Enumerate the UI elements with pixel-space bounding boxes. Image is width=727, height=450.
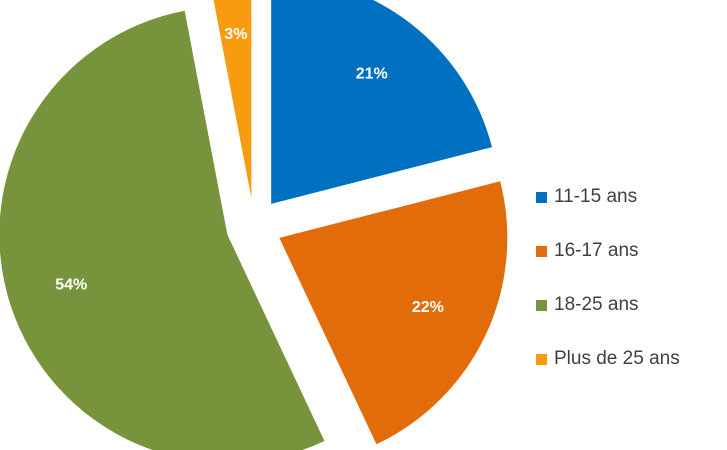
chart-legend: 11-15 ans 16-17 ans 18-25 ans Plus de 25… [536, 170, 727, 386]
legend-swatch-16-17 [536, 245, 547, 257]
data-label-18-25: 54% [55, 277, 87, 294]
legend-item-18-25: 18-25 ans [536, 278, 727, 332]
legend-label-plus-25: Plus de 25 ans [554, 348, 680, 369]
pie-slice-11-15 [271, 0, 492, 204]
legend-item-16-17: 16-17 ans [536, 224, 727, 278]
data-label-plus-25: 3% [224, 26, 247, 43]
pie-slice-18-25 [0, 10, 325, 450]
legend-swatch-11-15 [536, 191, 547, 203]
data-label-16-17: 22% [412, 299, 444, 316]
data-label-11-15: 21% [356, 65, 388, 82]
legend-label-16-17: 16-17 ans [554, 240, 639, 261]
legend-item-11-15: 11-15 ans [536, 170, 727, 224]
legend-label-18-25: 18-25 ans [554, 294, 639, 315]
pie-slice-16-17 [279, 181, 508, 445]
pie-slice-plus-25 [213, 0, 252, 199]
legend-item-plus-25: Plus de 25 ans [536, 332, 727, 386]
legend-swatch-plus-25 [536, 353, 547, 365]
legend-swatch-18-25 [536, 299, 547, 311]
legend-label-11-15: 11-15 ans [554, 186, 638, 207]
